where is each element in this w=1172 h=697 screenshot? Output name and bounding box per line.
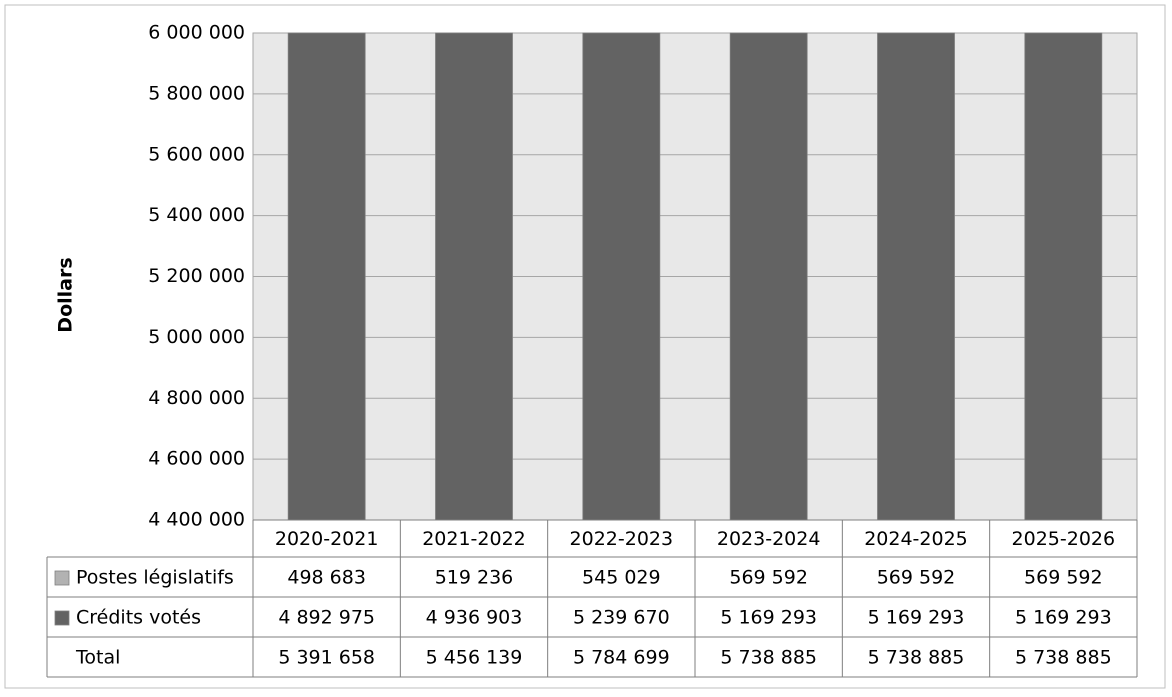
table-value: 4 936 903 xyxy=(426,607,523,629)
total-value: 5 738 885 xyxy=(868,647,965,669)
y-tick-label: 6 000 000 xyxy=(148,22,245,44)
bar-segment xyxy=(287,32,366,521)
total-label: Total xyxy=(75,647,120,669)
table-value: 498 683 xyxy=(287,567,366,589)
table-value: 545 029 xyxy=(582,567,661,589)
table-value: 5 169 293 xyxy=(720,607,817,629)
total-value: 5 391 658 xyxy=(278,647,375,669)
table-value: 519 236 xyxy=(435,567,514,589)
table-value: 569 592 xyxy=(877,567,956,589)
x-tick-label: 2024-2025 xyxy=(864,528,968,550)
table-value: 5 239 670 xyxy=(573,607,670,629)
y-tick-label: 5 800 000 xyxy=(148,82,245,104)
table-value: 569 592 xyxy=(729,567,808,589)
total-value: 5 456 139 xyxy=(426,647,523,669)
y-axis-title: Dollars xyxy=(55,257,77,332)
total-value: 5 784 699 xyxy=(573,647,670,669)
y-tick-label: 4 600 000 xyxy=(148,448,245,470)
x-tick-label: 2020-2021 xyxy=(275,528,379,550)
y-tick-label: 5 200 000 xyxy=(148,265,245,287)
x-tick-label: 2021-2022 xyxy=(422,528,526,550)
table-value: 5 169 293 xyxy=(1015,607,1112,629)
total-value: 5 738 885 xyxy=(1015,647,1112,669)
y-tick-label: 5 000 000 xyxy=(148,326,245,348)
bar-segment xyxy=(435,32,513,521)
x-tick-label: 2022-2023 xyxy=(570,528,674,550)
bar-segment xyxy=(1024,32,1103,521)
table-value: 569 592 xyxy=(1024,567,1103,589)
y-tick-label: 4 800 000 xyxy=(148,387,245,409)
legend-swatch xyxy=(54,610,70,626)
bar-segment xyxy=(582,32,661,521)
bar-segment xyxy=(877,32,955,521)
legend-swatch xyxy=(54,570,70,586)
table-value: 5 169 293 xyxy=(868,607,965,629)
x-tick-label: 2023-2024 xyxy=(717,528,821,550)
x-tick-label: 2025-2026 xyxy=(1012,528,1116,550)
table-value: 4 892 975 xyxy=(278,607,375,629)
y-tick-label: 5 400 000 xyxy=(148,204,245,226)
y-tick-label: 5 600 000 xyxy=(148,143,245,165)
y-tick-label: 4 400 000 xyxy=(148,509,245,531)
legend-label: Crédits votés xyxy=(76,607,201,629)
total-value: 5 738 885 xyxy=(720,647,817,669)
bar-segment xyxy=(729,32,808,521)
legend-label: Postes législatifs xyxy=(76,567,234,589)
